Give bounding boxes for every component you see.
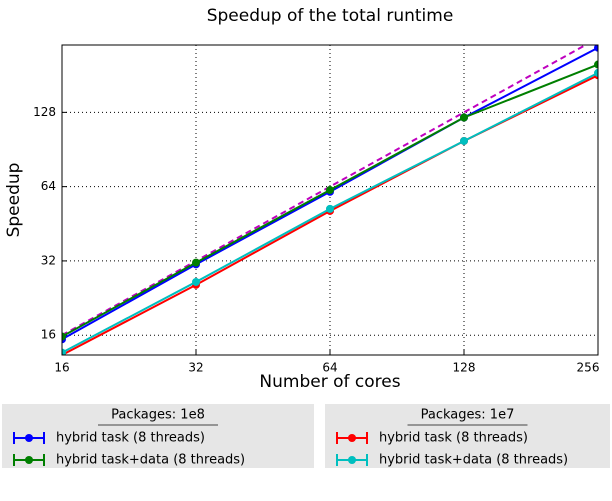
plot-frame [61,44,599,356]
data-point [460,113,468,122]
x-axis-label: Number of cores [259,372,400,392]
plot-area [62,45,598,355]
y-tick-label: 16 [41,328,56,342]
data-point [594,68,598,77]
legend-swatch [348,456,356,464]
legend-swatch [25,434,33,442]
legend-label: hybrid task+data (8 threads) [379,453,568,468]
data-point [326,186,334,195]
legend-swatch [348,434,356,442]
series-line [62,45,588,337]
legend-swatch [25,456,33,464]
legend-box [325,404,610,468]
y-tick-label: 128 [33,105,56,119]
y-tick-label: 32 [41,253,56,267]
legend-label: hybrid task (8 threads) [379,431,528,446]
x-tick-label: 32 [188,361,203,375]
legend-title: Packages: 1e7 [421,408,515,423]
data-point [594,60,598,69]
legend-label: hybrid task (8 threads) [56,431,205,446]
data-point [326,204,334,213]
legend-box [2,404,314,468]
data-point [192,258,200,267]
data-point [62,332,66,341]
x-tick-label: 128 [453,361,476,375]
data-point [460,136,468,145]
x-tick-label: 64 [322,361,337,375]
y-tick-label: 64 [41,179,56,193]
legend-label: hybrid task+data (8 threads) [56,453,245,468]
data-point [192,277,200,286]
data-point [62,348,66,355]
y-axis-label: Speedup [4,163,24,238]
data-point [594,45,598,52]
legend-title: Packages: 1e8 [111,408,205,423]
x-tick-label: 256 [577,361,600,375]
x-tick-label: 16 [54,361,69,375]
chart-title: Speedup of the total runtime [207,6,454,26]
